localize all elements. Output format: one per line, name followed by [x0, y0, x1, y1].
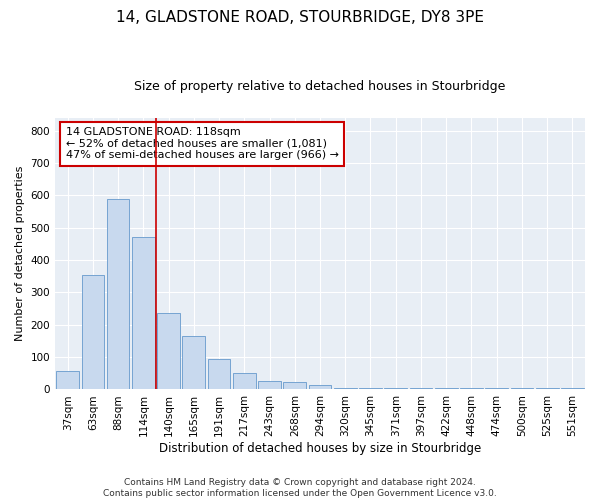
Bar — [561, 388, 584, 390]
Y-axis label: Number of detached properties: Number of detached properties — [15, 166, 25, 342]
Bar — [208, 358, 230, 390]
Bar — [258, 382, 281, 390]
Bar — [460, 388, 483, 390]
Bar — [233, 374, 256, 390]
Bar — [435, 388, 458, 390]
Bar — [485, 388, 508, 390]
Bar — [385, 388, 407, 390]
Bar — [511, 388, 533, 390]
Bar — [82, 274, 104, 390]
Bar — [157, 314, 180, 390]
Text: 14 GLADSTONE ROAD: 118sqm
← 52% of detached houses are smaller (1,081)
47% of se: 14 GLADSTONE ROAD: 118sqm ← 52% of detac… — [65, 128, 338, 160]
Bar — [107, 198, 130, 390]
Bar — [359, 388, 382, 390]
Text: 14, GLADSTONE ROAD, STOURBRIDGE, DY8 3PE: 14, GLADSTONE ROAD, STOURBRIDGE, DY8 3PE — [116, 10, 484, 25]
Bar — [410, 388, 433, 390]
Bar — [132, 238, 155, 390]
Bar — [334, 388, 356, 390]
Bar — [283, 382, 306, 390]
Bar — [308, 384, 331, 390]
Text: Contains HM Land Registry data © Crown copyright and database right 2024.
Contai: Contains HM Land Registry data © Crown c… — [103, 478, 497, 498]
Bar — [56, 370, 79, 390]
Title: Size of property relative to detached houses in Stourbridge: Size of property relative to detached ho… — [134, 80, 506, 93]
Bar — [536, 388, 559, 390]
Bar — [182, 336, 205, 390]
X-axis label: Distribution of detached houses by size in Stourbridge: Distribution of detached houses by size … — [159, 442, 481, 455]
